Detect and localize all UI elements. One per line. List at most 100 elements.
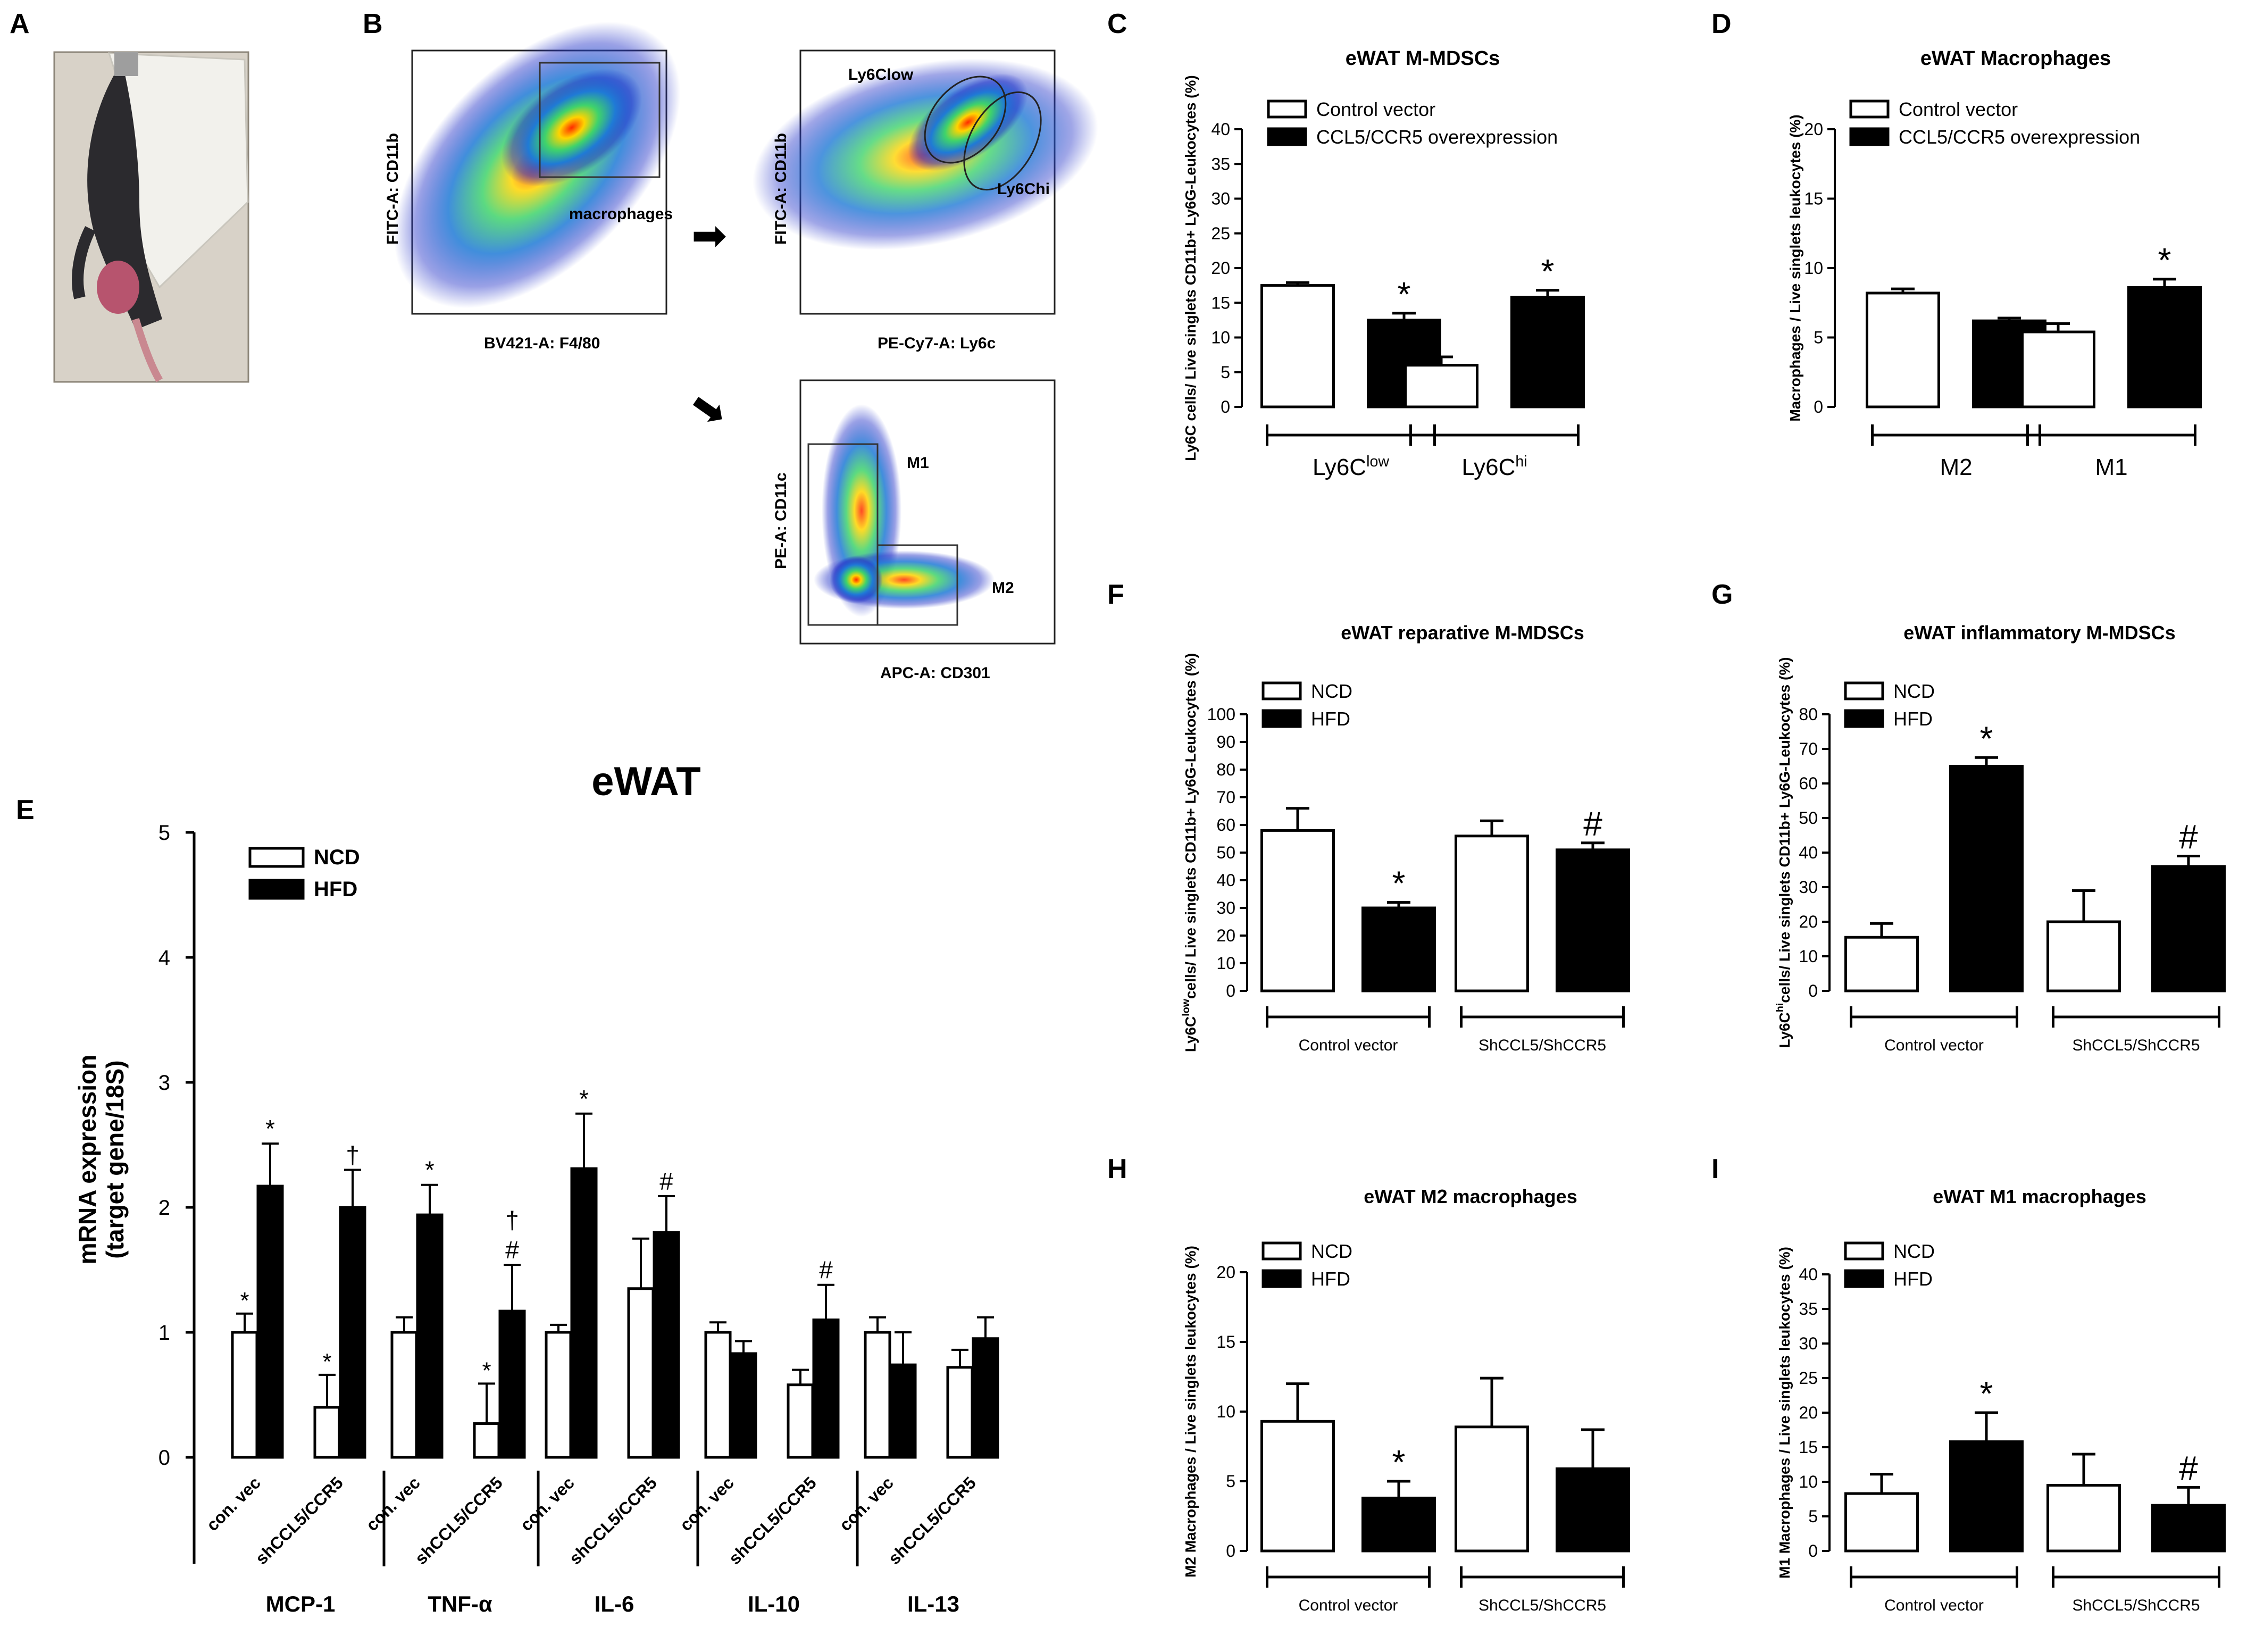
chart-title: eWAT Macrophages [1920, 47, 2111, 70]
y-tick-label: 50 [1216, 843, 1235, 862]
chart-i: eWAT M1 macrophages NCD HFD 0 5 10 15 20 25 30 35 4… [1776, 1186, 2226, 1614]
group-label: Ly6Clow [1313, 453, 1389, 480]
chart-f: eWAT reparative M-MDSCs NCD HFD 0 10 20 30 40 50… [1180, 622, 1630, 1054]
chart-title: eWAT M2 macrophages [1364, 1186, 1577, 1207]
group-label: M2 [1940, 454, 1972, 480]
y-axis-label: mRNA expression [73, 1055, 101, 1265]
y-axis-label-part: cells/ Live singlets CD11b+ Ly6G-Leukocy… [1776, 657, 1793, 1003]
y-tick-label: 40 [1211, 120, 1230, 139]
legend-swatch [1267, 127, 1307, 146]
bar [946, 1366, 974, 1459]
panel-letter-f: F [1107, 579, 1124, 610]
y-tick-label: 5 [1226, 1472, 1235, 1491]
bar [1361, 1496, 1436, 1553]
significance-mark: * [240, 1288, 249, 1314]
bar [730, 1352, 757, 1459]
legend-label: Control vector [1316, 98, 1435, 120]
panel-letter-g: G [1711, 579, 1733, 610]
legend-label: HFD [1893, 1268, 1933, 1290]
flow-y-label: PE-A: CD11c [772, 472, 790, 569]
y-axis-label-part: Ly6C [1776, 1012, 1793, 1048]
bar [2151, 1504, 2226, 1553]
y-tick-label: 70 [1799, 739, 1818, 758]
group-label-superscript: low [1366, 453, 1389, 470]
bar [1844, 1492, 1919, 1553]
legend-swatch [1844, 1269, 1884, 1288]
chart-g: eWAT inflammatory M-MDSCs NCD HFD 0 10 20 30 40… [1774, 622, 2226, 1054]
chart-h: eWAT M2 macrophages NCD HFD 0 5 10 15 20 M2 Macr… [1182, 1186, 1630, 1614]
arrow-down-right: ➡ [681, 379, 737, 438]
significance-mark: * [322, 1349, 331, 1375]
panel-letter-c: C [1107, 9, 1127, 39]
arrow-right: ➡ [691, 212, 727, 259]
y-axis-label-part: cells/ Live singlets CD11b+ Ly6G-Leukocy… [1182, 653, 1199, 999]
group-label: Ly6Chi [1461, 453, 1527, 480]
y-tick-label: 60 [1216, 815, 1235, 835]
bar [889, 1363, 917, 1459]
legend-swatch [1262, 1241, 1302, 1261]
gene-label: IL-10 [748, 1591, 800, 1616]
y-tick-label: 20 [1804, 120, 1823, 139]
y-axis-label: Ly6Clowcells/ Live singlets CD11b+ Ly6G-… [1180, 653, 1199, 1052]
y-tick-label: 80 [1799, 705, 1818, 724]
y-tick-label: 10 [1799, 1472, 1818, 1491]
bar [390, 1331, 418, 1459]
panel-letter-i: I [1711, 1154, 1719, 1184]
y-tick-label: 2 [158, 1196, 170, 1220]
legend-label: CCL5/CCR5 overexpression [1316, 126, 1558, 148]
bar [473, 1422, 500, 1459]
significance-mark: * [579, 1085, 589, 1113]
bar [1510, 296, 1585, 408]
y-tick-label: 5 [1808, 1507, 1818, 1526]
legend-label: NCD [1311, 680, 1352, 702]
bar [653, 1231, 680, 1459]
legend-label: HFD [1311, 708, 1350, 730]
bar [1260, 284, 1335, 408]
y-tick-label: 5 [158, 821, 170, 845]
y-tick-label: 30 [1211, 189, 1230, 208]
y-tick-label: 10 [1799, 947, 1818, 966]
y-tick-label: 25 [1799, 1369, 1818, 1388]
y-tick-label: 30 [1799, 878, 1818, 897]
bar [570, 1167, 598, 1459]
y-tick-label: 20 [1799, 912, 1818, 931]
bar [1556, 1467, 1630, 1553]
significance-mark: † [505, 1206, 519, 1234]
y-tick-label: 20 [1211, 258, 1230, 278]
legend-swatch [1267, 99, 1307, 119]
y-tick-label: 60 [1799, 774, 1818, 793]
subgroup-label: con. vec [362, 1473, 424, 1534]
bar [339, 1206, 366, 1459]
significance-mark: # [2179, 1449, 2198, 1487]
y-axis-label: M2 Macrophages / Live singlets leukocyte… [1182, 1246, 1199, 1578]
group-label-superscript: hi [1515, 453, 1527, 470]
flow-x-label: APC-A: CD301 [880, 664, 990, 682]
bar [2127, 286, 2202, 408]
y-tick-label: 20 [1799, 1403, 1818, 1422]
significance-mark: # [2179, 818, 2198, 856]
legend-swatch [1262, 709, 1302, 728]
bar [972, 1337, 999, 1459]
y-tick-label: 30 [1216, 898, 1235, 917]
legend-swatch [1262, 1269, 1302, 1288]
y-tick-label: 5 [1814, 328, 1823, 347]
panel-letter-e: E [16, 795, 35, 825]
chart-e: eWAT NCD HFD 0 1 2 3 4 5 mRNA expression (target g… [73, 759, 999, 1616]
panel-letter-b: B [363, 9, 383, 39]
group-label: ShCCL5/ShCCR5 [1478, 1037, 1606, 1054]
group-label: M1 [2095, 454, 2127, 480]
legend-swatch [1849, 127, 1890, 146]
flow-x-label: BV421-A: F4/80 [484, 335, 600, 352]
chart-d: eWAT Macrophages Control vector CCL5/CCR5 … [1787, 47, 2202, 480]
bar [812, 1319, 840, 1459]
y-tick-label: 15 [1216, 1332, 1235, 1351]
y-axis-label: Ly6C cells/ Live singlets CD11b+ Ly6G-Le… [1182, 75, 1199, 461]
legend-swatch [1844, 1241, 1884, 1261]
y-axis-label: Macrophages / Live singlets leukocytes (… [1787, 114, 1803, 421]
flow-gate-label-ly6chi: Ly6Chi [997, 180, 1050, 198]
subgroup-label: shCCL5/CCR5 [252, 1473, 347, 1568]
subgroup-label: con. vec [203, 1473, 264, 1534]
flow-plot-2: Ly6Clow Ly6Chi FITC-A: CD11b PE-Cy7-A: L… [753, 49, 1098, 352]
y-tick-label: 25 [1211, 224, 1230, 243]
